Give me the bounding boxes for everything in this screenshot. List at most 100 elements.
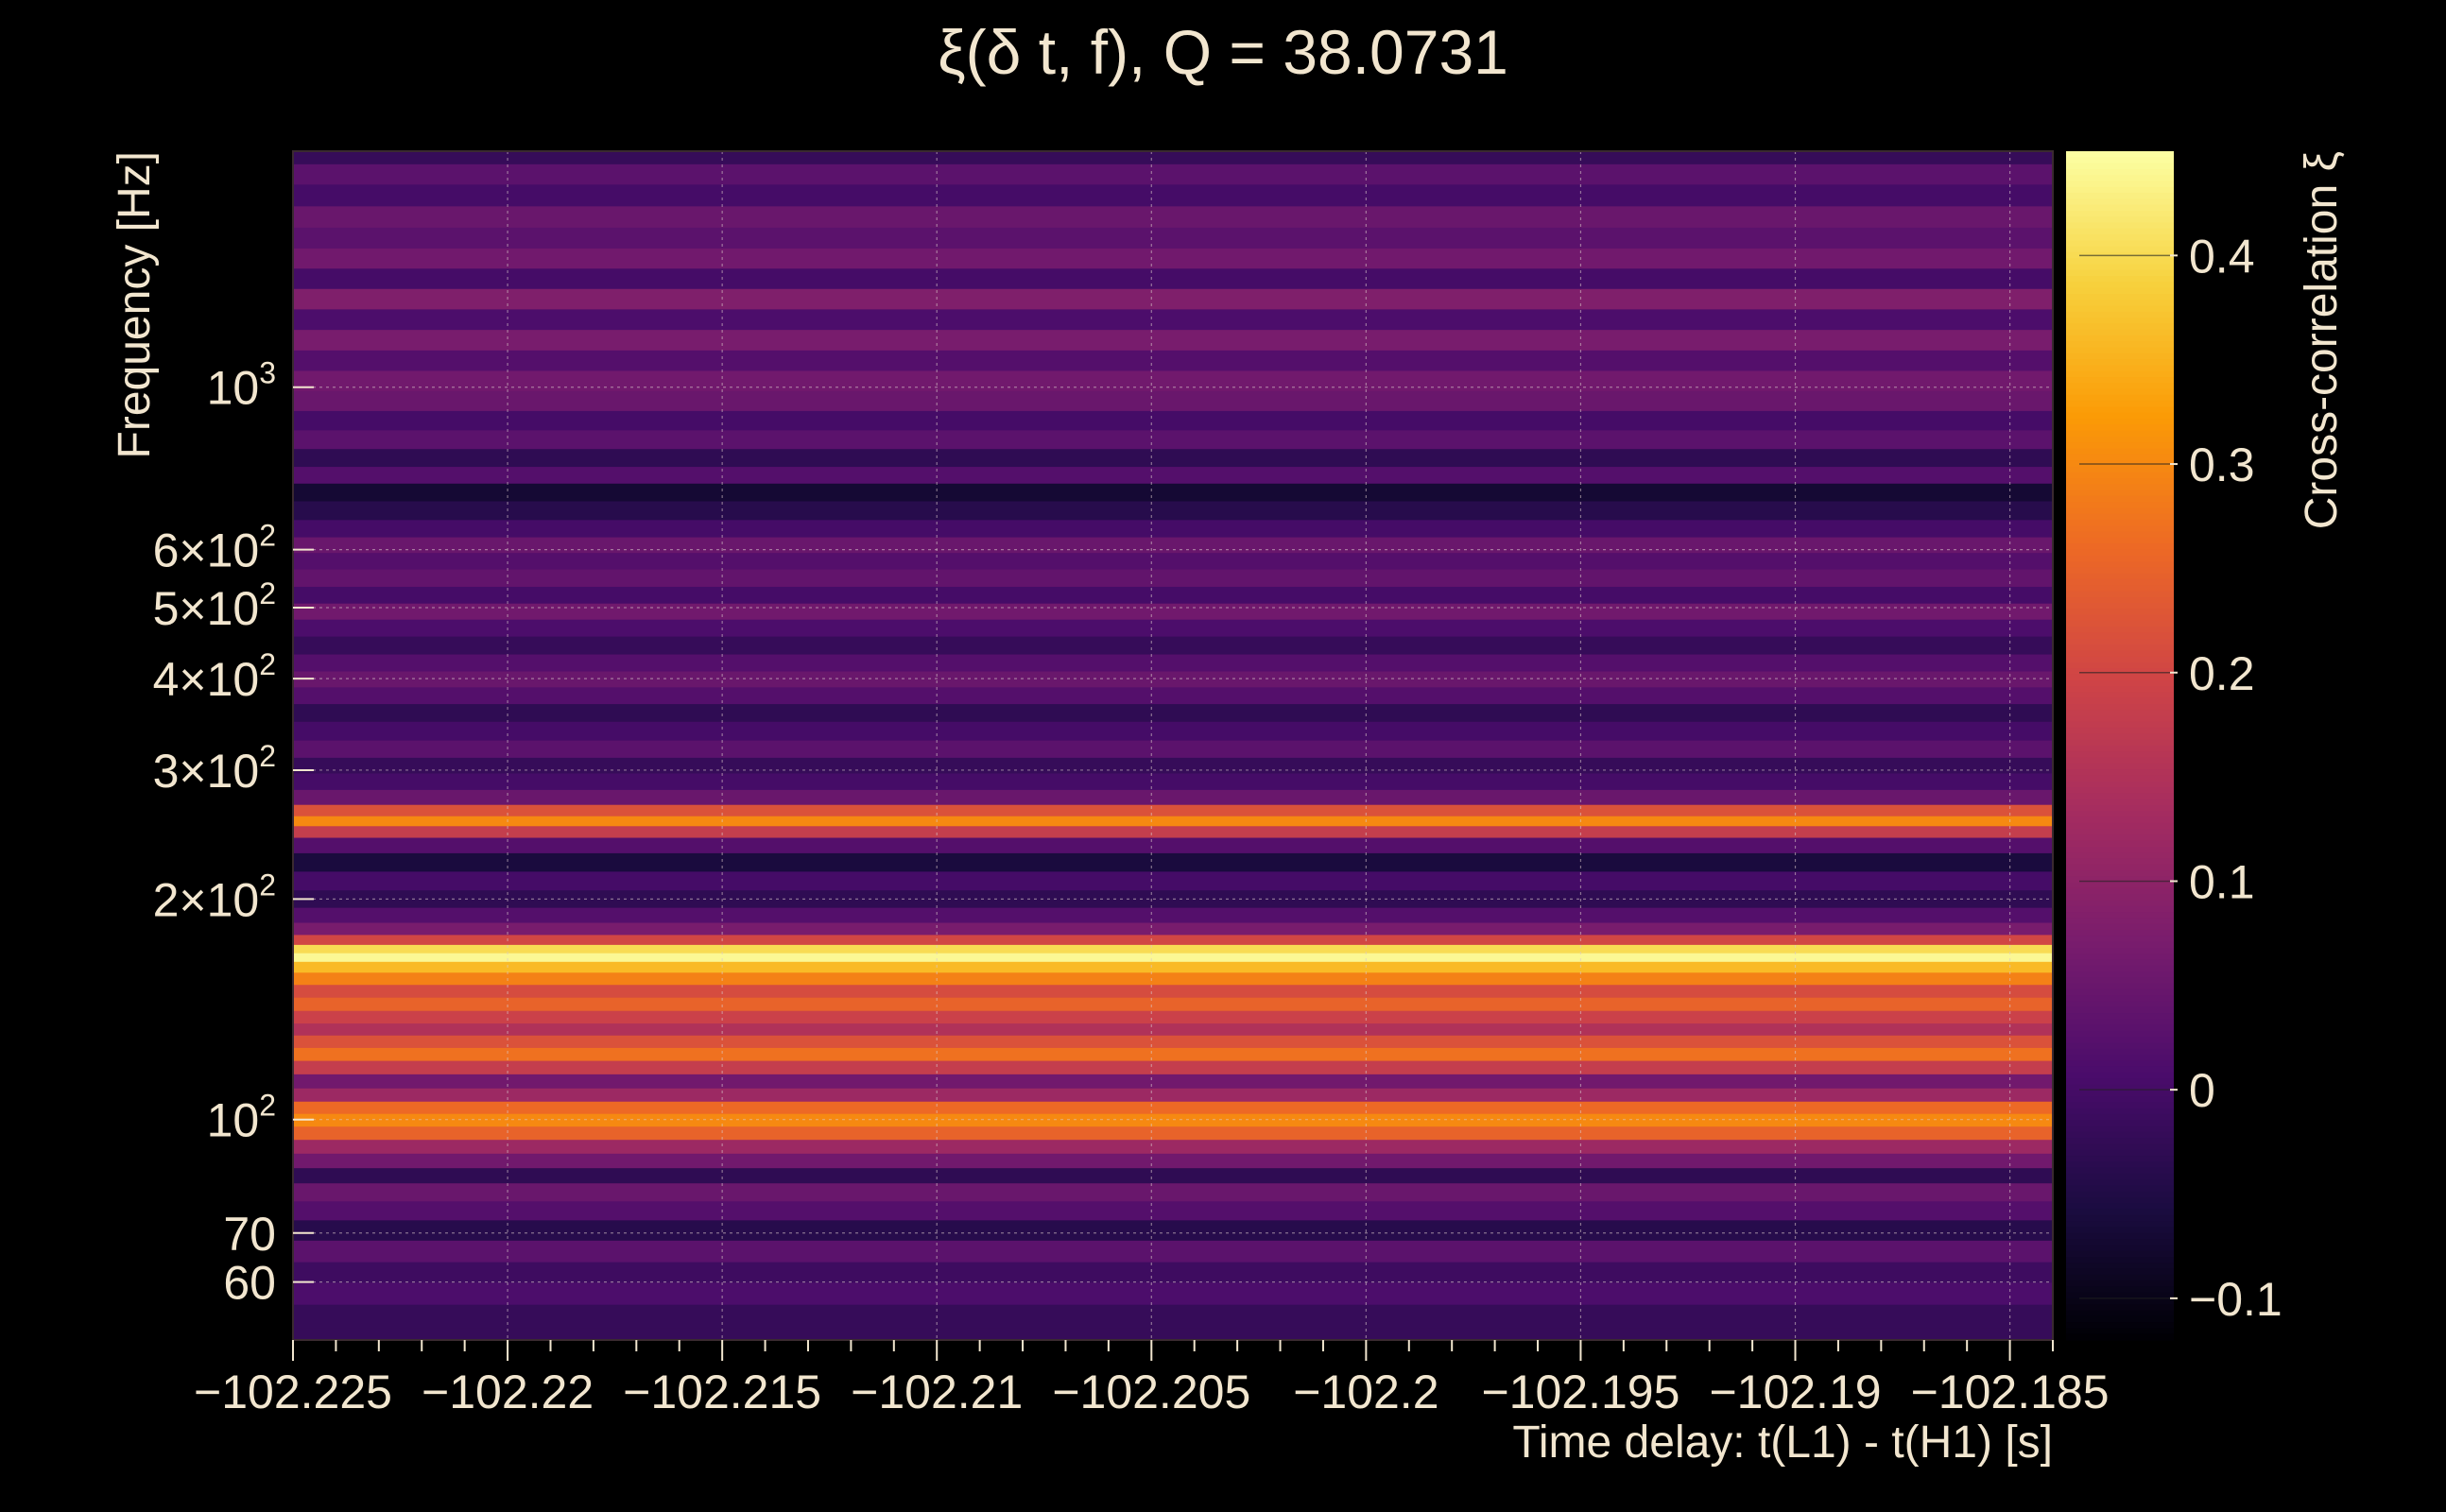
colorbar-segment: [2066, 240, 2174, 248]
colorbar-segment: [2066, 1042, 2174, 1050]
heatmap-band: [293, 1022, 2053, 1036]
colorbar-segment: [2066, 394, 2174, 402]
colorbar-segment: [2066, 502, 2174, 508]
colorbar-segment: [2066, 1250, 2174, 1258]
colorbar-segment: [2066, 1256, 2174, 1263]
colorbar-segment: [2066, 555, 2174, 562]
heatmap-band: [293, 329, 2053, 351]
colorbar-tick-label: 0.1: [2189, 855, 2255, 908]
colorbar-segment: [2066, 733, 2174, 741]
colorbar-segment: [2066, 829, 2174, 835]
colorbar-segment: [2066, 204, 2174, 212]
colorbar-segment: [2066, 870, 2174, 877]
colorbar-segment: [2066, 578, 2174, 586]
colorbar-segment: [2066, 876, 2174, 884]
colorbar-segment: [2066, 519, 2174, 526]
colorbar-segment: [2066, 591, 2174, 598]
colorbar-segment: [2066, 1268, 2174, 1276]
colorbar-segment: [2066, 1179, 2174, 1187]
colorbar-segment: [2066, 947, 2174, 954]
colorbar-segment: [2066, 1274, 2174, 1281]
heatmap-band: [293, 953, 2053, 962]
colorbar-segment: [2066, 1209, 2174, 1216]
colorbar-segment: [2066, 269, 2174, 277]
colorbar-segment: [2066, 887, 2174, 895]
heatmap-band: [293, 1281, 2053, 1305]
colorbar-segment: [2066, 769, 2174, 777]
heatmap-band: [293, 410, 2053, 431]
colorbar-segment: [2066, 1221, 2174, 1228]
colorbar-segment: [2066, 686, 2174, 693]
colorbar-segment: [2066, 210, 2174, 217]
colorbar-segment: [2066, 864, 2174, 871]
heatmap-band: [293, 984, 2053, 998]
colorbar-segment: [2066, 721, 2174, 729]
x-tick-label: −102.195: [1481, 1366, 1679, 1418]
colorbar-segment: [2066, 739, 2174, 747]
colorbar-segment: [2066, 751, 2174, 759]
heatmap-band: [293, 205, 2053, 228]
heatmap-band: [293, 852, 2053, 872]
colorbar-segment: [2066, 448, 2174, 455]
y-axis-label: Frequency [Hz]: [110, 151, 160, 458]
colorbar-segment: [2066, 1030, 2174, 1038]
colorbar-segment: [2066, 424, 2174, 432]
colorbar-segment: [2066, 1125, 2174, 1133]
colorbar-segment: [2066, 323, 2174, 331]
heatmap-band: [293, 586, 2053, 604]
heatmap-band: [293, 390, 2053, 411]
x-tick-label: −102.185: [1911, 1366, 2110, 1418]
colorbar-segment: [2066, 668, 2174, 676]
colorbar-segment: [2066, 787, 2174, 794]
colorbar-segment: [2066, 995, 2174, 1003]
y-tick-label: 102: [207, 1089, 276, 1147]
colorbar-segment: [2066, 258, 2174, 266]
heatmap-band: [293, 907, 2053, 923]
colorbar-segment: [2066, 894, 2174, 902]
colorbar-segment: [2066, 513, 2174, 521]
colorbar-segment: [2066, 370, 2174, 378]
x-tick-label: −102.19: [1709, 1366, 1881, 1418]
x-tick-label: −102.22: [422, 1366, 594, 1418]
heatmap-band: [293, 1240, 2053, 1263]
heatmap-band: [293, 653, 2053, 672]
colorbar-segment: [2066, 1203, 2174, 1211]
grid-lines: [292, 151, 2053, 1340]
colorbar-segment: [2066, 971, 2174, 978]
colorbar-segment: [2066, 746, 2174, 752]
colorbar-segment: [2066, 561, 2174, 568]
colorbar-segment: [2066, 193, 2174, 199]
colorbar-segment: [2066, 1113, 2174, 1121]
heatmap-band: [293, 267, 2053, 289]
colorbar-segment: [2066, 822, 2174, 830]
heatmap-band: [293, 804, 2053, 816]
colorbar-segment: [2066, 287, 2174, 295]
heatmap-band: [293, 369, 2053, 391]
heatmap-band: [293, 1060, 2053, 1074]
heatmap-band: [293, 500, 2053, 521]
colorbar-segment: [2066, 650, 2174, 658]
colorbar-segment: [2066, 811, 2174, 818]
heatmap-band: [293, 1200, 2053, 1221]
colorbar-segment: [2066, 1024, 2174, 1032]
colorbar-segment: [2066, 757, 2174, 765]
colorbar-segment: [2066, 1310, 2174, 1317]
colorbar-segment: [2066, 180, 2174, 188]
heatmap-band: [293, 350, 2053, 371]
heatmap-band: [293, 836, 2053, 853]
colorbar-segment: [2066, 549, 2174, 557]
colorbar-segment: [2066, 679, 2174, 687]
heatmap-band: [293, 934, 2053, 945]
colorbar-segment: [2066, 1263, 2174, 1270]
colorbar-segment: [2066, 1191, 2174, 1198]
colorbar-segment: [2066, 674, 2174, 681]
colorbar-segment: [2066, 1001, 2174, 1008]
colorbar-segment: [2066, 715, 2174, 723]
colorbar-segment: [2066, 567, 2174, 575]
colorbar-segment: [2066, 1019, 2174, 1026]
heatmap-band: [293, 1219, 2053, 1241]
colorbar-segment: [2066, 710, 2174, 717]
y-tick-label: 70: [223, 1208, 276, 1261]
colorbar-segment: [2066, 781, 2174, 788]
